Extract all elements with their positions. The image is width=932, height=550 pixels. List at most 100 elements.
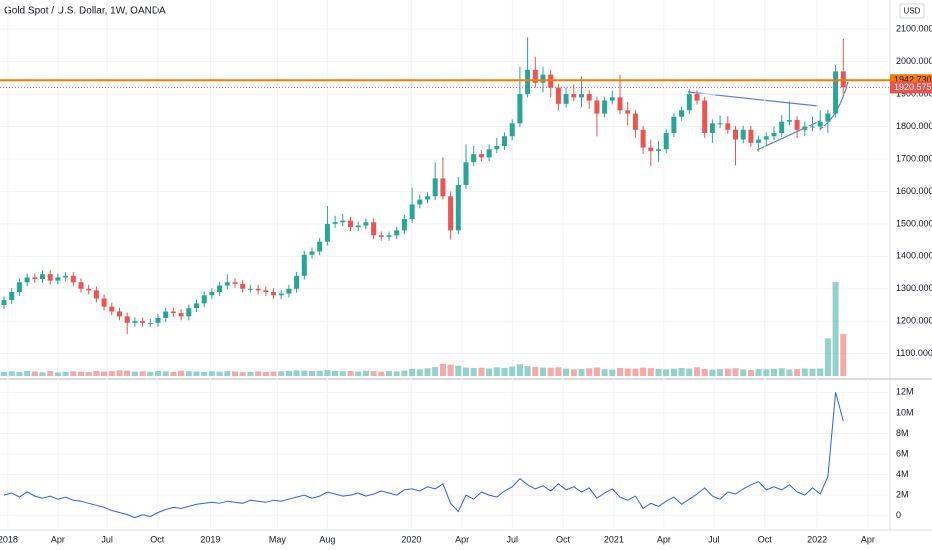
candle-body <box>810 126 815 128</box>
currency-label: USD <box>904 7 921 16</box>
volume-bar <box>309 371 315 376</box>
candle-body <box>471 154 477 163</box>
candle-body <box>640 129 646 148</box>
candle-body <box>417 199 423 205</box>
candle-body <box>555 87 561 104</box>
candle-body <box>756 139 762 143</box>
volume-bar <box>216 371 223 376</box>
volume-bar <box>778 368 785 376</box>
candle-body <box>309 251 315 255</box>
y-tick-label: 1500.000 <box>896 218 932 228</box>
candle-body <box>494 146 500 150</box>
candle-body <box>694 94 700 101</box>
x-tick-label: 2019 <box>200 534 220 544</box>
candle-body <box>340 220 346 223</box>
x-tick-label: 2021 <box>604 534 624 544</box>
volume-bar <box>47 371 54 376</box>
volume-bar <box>70 371 77 376</box>
volume-bar <box>409 368 416 376</box>
candle-body <box>86 288 92 291</box>
candle-body <box>209 292 215 296</box>
candle-body <box>432 178 438 197</box>
candle-body <box>540 74 546 83</box>
y-tick-label: 6M <box>896 448 909 458</box>
volume-bar <box>655 368 662 376</box>
candle-body <box>802 126 808 130</box>
candle-body <box>40 274 45 280</box>
candle-body <box>463 162 469 185</box>
y-tick-label: 0 <box>896 510 901 520</box>
volume-bar <box>155 371 161 376</box>
volume-bar <box>794 369 801 376</box>
volume-bar <box>801 368 808 376</box>
y-tick-label: 8M <box>896 428 909 438</box>
candle-body <box>648 147 654 151</box>
candle-body <box>140 321 146 323</box>
candle-body <box>217 285 223 293</box>
candle-body <box>109 306 115 312</box>
candle-body <box>78 282 84 289</box>
volume-bar <box>555 367 562 376</box>
volume-bar <box>617 368 623 376</box>
x-tick-label: Aug <box>319 534 335 544</box>
candle-body <box>517 94 523 124</box>
candle-body <box>332 222 338 224</box>
volume-bar <box>516 364 523 376</box>
volume-bar <box>524 366 531 376</box>
volume-bar <box>578 368 585 376</box>
candle-body <box>186 308 192 317</box>
candle-body <box>24 277 30 283</box>
volume-layer <box>1 282 847 376</box>
candle-body <box>671 116 677 134</box>
candle-body <box>579 94 584 98</box>
candle-body <box>409 204 415 220</box>
volume-bar <box>570 369 577 376</box>
y-tick-label: 1800.000 <box>896 121 932 131</box>
volume-bar <box>247 371 254 376</box>
candle-body <box>786 120 792 122</box>
candle-body <box>294 275 300 289</box>
candle-body <box>825 113 831 122</box>
candle-body <box>779 121 785 134</box>
volume-bar <box>162 371 169 376</box>
volume-bar <box>208 371 215 376</box>
x-tick-label: 2018 <box>0 534 18 544</box>
x-tick-label: Jul <box>708 534 720 544</box>
candle-body <box>401 219 407 231</box>
volume-bar <box>239 372 246 376</box>
candle-body <box>247 288 253 290</box>
candle-body <box>371 222 377 236</box>
volume-bar <box>8 371 15 376</box>
price-tag-label: 1942.730 <box>894 75 932 85</box>
volume-bar <box>270 371 277 376</box>
candle-body <box>571 94 577 98</box>
y-tick-label: 1200.000 <box>896 316 932 326</box>
volume-bar <box>93 370 100 376</box>
volume-bar <box>632 368 639 376</box>
volume-bar <box>486 368 493 376</box>
candle-body <box>201 295 207 304</box>
candle-body <box>609 97 615 101</box>
candle-body <box>394 230 400 236</box>
candle-body <box>448 196 454 231</box>
volume-bar <box>139 371 146 376</box>
candle-body <box>47 274 53 281</box>
y-tick-label: 1600.000 <box>896 186 932 196</box>
candle-body <box>833 71 839 114</box>
candle-body <box>771 133 777 137</box>
volume-bar <box>493 367 500 376</box>
candle-body <box>478 154 484 158</box>
volume-bar <box>147 371 154 376</box>
volume-bar <box>255 371 262 376</box>
y-tick-label: 2000.000 <box>896 56 932 66</box>
candle-body <box>9 292 15 301</box>
candle-body <box>301 254 307 276</box>
volume-bar <box>694 367 700 376</box>
volume-bar <box>701 369 708 376</box>
volume-bar <box>347 371 354 376</box>
candle-body <box>386 235 392 237</box>
volume-bar <box>601 369 608 376</box>
volume-bar <box>416 369 423 376</box>
y-tick-label: 1100.000 <box>896 348 932 358</box>
